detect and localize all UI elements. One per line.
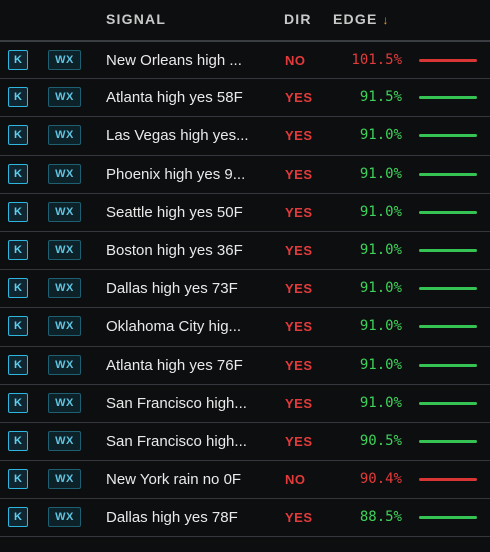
direction-label: YES (285, 357, 313, 373)
table-row[interactable]: K WX San Francisco high... YES 90.5% (0, 423, 490, 462)
edge-value: 90.4% (359, 471, 402, 488)
weather-badge[interactable]: WX (48, 316, 81, 337)
table-row[interactable]: K WX Oklahoma City hig... YES 91.0% (0, 308, 490, 347)
direction-label: YES (285, 281, 313, 297)
direction-label: YES (285, 242, 313, 258)
table-row[interactable]: K WX Dallas high yes 73F YES 91.0% (0, 270, 490, 309)
edge-value: 101.5% (351, 52, 402, 68)
weather-badge[interactable]: WX (48, 430, 81, 451)
signal-name: Phoenix high yes 9... (106, 165, 246, 183)
signal-name: San Francisco high... (106, 432, 247, 450)
kalshi-badge[interactable]: K (8, 125, 28, 146)
edge-bar (419, 134, 477, 138)
signal-name: Boston high yes 36F (106, 241, 243, 259)
kalshi-badge[interactable]: K (8, 163, 28, 184)
table-body: K WX New Orleans high ... NO 101.5% K WX Atlant… (0, 41, 490, 538)
direction-label: YES (285, 395, 313, 411)
edge-bar (419, 172, 477, 176)
table-row[interactable]: K WX Atlanta high yes 76F YES 91.0% (0, 347, 490, 385)
signal-name: Atlanta high yes 58F (106, 89, 243, 107)
edge-value: 88.5% (359, 509, 402, 526)
edge-bar (419, 248, 477, 252)
weather-badge[interactable]: WX (48, 239, 81, 260)
table-row[interactable]: K WX San Francisco high... YES 91.0% (0, 385, 490, 423)
weather-badge[interactable]: WX (48, 87, 81, 108)
edge-bar (419, 363, 477, 367)
signal-column-header[interactable]: SIGNAL (106, 11, 167, 27)
edge-value: 91.0% (359, 280, 402, 297)
signal-name: Atlanta high yes 76F (106, 356, 243, 374)
edge-value: 91.0% (359, 394, 402, 411)
table-row[interactable]: K WX Las Vegas high yes... YES 91.0% (0, 117, 490, 156)
edge-value: 91.0% (359, 203, 402, 220)
kalshi-badge[interactable]: K (8, 50, 28, 70)
kalshi-badge[interactable]: K (8, 392, 28, 413)
edge-value: 91.5% (359, 89, 402, 106)
signal-name: Dallas high yes 78F (106, 509, 238, 527)
arrow-down-icon: ↓ (382, 13, 390, 27)
edge-value: 91.0% (359, 165, 402, 182)
direction-label: YES (285, 90, 313, 106)
kalshi-badge[interactable]: K (8, 316, 28, 337)
kalshi-badge[interactable]: K (8, 239, 28, 260)
weather-badge[interactable]: WX (48, 125, 81, 146)
table-row[interactable]: K WX New Orleans high ... NO 101.5% (0, 41, 490, 80)
table-row[interactable]: K WX Atlanta high yes 58F YES 91.5% (0, 79, 490, 118)
edge-bar (419, 287, 477, 291)
edge-value: 91.0% (359, 241, 402, 258)
weather-badge[interactable]: WX (48, 507, 81, 528)
direction-label: YES (285, 319, 313, 335)
direction-label: NO (285, 53, 306, 68)
dir-column-header[interactable]: DIR (284, 11, 312, 27)
signal-name: Oklahoma City hig... (106, 318, 242, 336)
edge-bar (419, 96, 477, 100)
signal-name: Seattle high yes 50F (106, 203, 243, 221)
edge-header-label: EDGE (333, 11, 378, 27)
edge-bar (419, 325, 477, 329)
kalshi-badge[interactable]: K (8, 469, 28, 490)
table-row[interactable]: K WX Dallas high yes 78F YES 88.5% (0, 499, 490, 538)
table-row[interactable]: K WX New York rain no 0F NO 90.4% (0, 461, 490, 500)
weather-badge[interactable]: WX (48, 354, 81, 375)
kalshi-badge[interactable]: K (8, 354, 28, 375)
edge-value: 91.0% (359, 127, 402, 144)
direction-label: NO (285, 472, 306, 488)
direction-label: YES (285, 510, 313, 526)
table-header: SIGNAL DIR EDGE ↓ (0, 0, 490, 41)
kalshi-badge[interactable]: K (8, 201, 28, 222)
edge-bar (419, 478, 477, 482)
signal-name: Dallas high yes 73F (106, 280, 238, 298)
kalshi-badge[interactable]: K (8, 87, 28, 108)
kalshi-badge[interactable]: K (8, 278, 28, 299)
direction-label: YES (285, 204, 313, 220)
edge-bar (419, 59, 477, 62)
table-row[interactable]: K WX Boston high yes 36F YES 91.0% (0, 232, 490, 271)
weather-badge[interactable]: WX (48, 278, 81, 299)
direction-label: YES (285, 128, 313, 144)
signal-name: Las Vegas high yes... (106, 127, 249, 145)
edge-bar (419, 210, 477, 214)
edge-value: 91.0% (359, 356, 402, 373)
edge-bar (419, 439, 477, 443)
weather-badge[interactable]: WX (48, 392, 81, 413)
kalshi-badge[interactable]: K (8, 430, 28, 451)
edge-bar (419, 516, 477, 520)
weather-badge[interactable]: WX (48, 201, 81, 222)
table-row[interactable]: K WX Seattle high yes 50F YES 91.0% (0, 194, 490, 232)
edge-column-header[interactable]: EDGE ↓ (333, 11, 390, 27)
signal-name: New York rain no 0F (106, 471, 242, 489)
table-row[interactable]: K WX Phoenix high yes 9... YES 91.0% (0, 156, 490, 194)
signal-name: San Francisco high... (106, 394, 247, 412)
direction-label: YES (285, 433, 313, 449)
direction-label: YES (285, 166, 313, 182)
weather-badge[interactable]: WX (48, 163, 81, 184)
edge-bar (419, 401, 477, 405)
edge-value: 91.0% (359, 318, 402, 335)
edge-value: 90.5% (359, 432, 402, 449)
weather-badge[interactable]: WX (48, 469, 81, 490)
kalshi-badge[interactable]: K (8, 507, 28, 528)
weather-badge[interactable]: WX (48, 50, 81, 70)
signal-name: New Orleans high ... (106, 52, 242, 69)
